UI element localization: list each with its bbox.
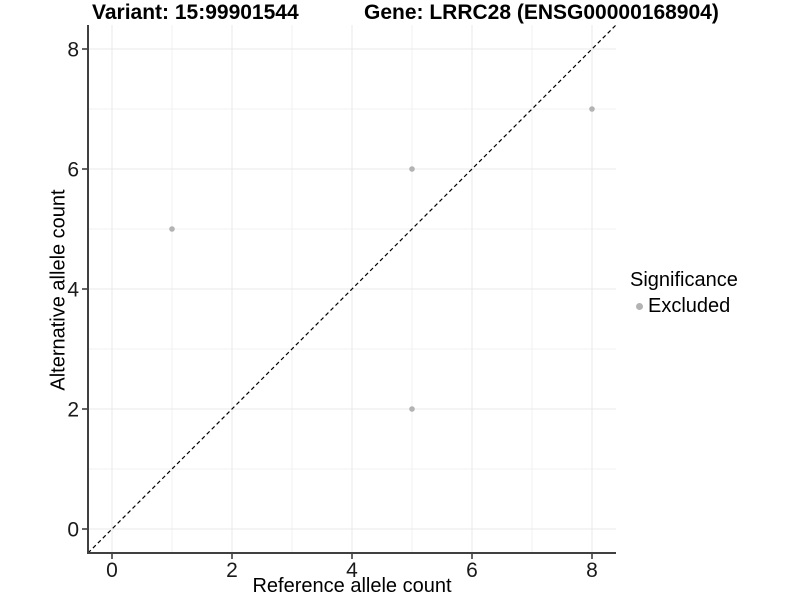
data-point (169, 226, 175, 232)
x-tick-label: 6 (466, 559, 478, 582)
data-point (409, 166, 415, 172)
legend-item-excluded: Excluded (630, 295, 738, 318)
y-tick-label: 4 (67, 279, 79, 302)
variant-title: Variant: 15:99901544 (92, 1, 299, 24)
y-tick-label: 2 (67, 399, 79, 422)
legend-title: Significance (630, 269, 738, 291)
x-tick-label: 4 (346, 559, 358, 582)
data-point (409, 406, 415, 412)
y-tick-label: 6 (67, 159, 79, 182)
x-axis-title: Reference allele count (252, 575, 452, 597)
legend: Significance Excluded (630, 269, 738, 318)
x-tick-label: 2 (226, 559, 238, 582)
y-tick-label: 8 (67, 39, 79, 62)
gene-title: Gene: LRRC28 (ENSG00000168904) (364, 1, 719, 24)
y-tick-label: 0 (67, 519, 79, 542)
data-point (589, 106, 595, 112)
x-tick-label: 0 (106, 559, 118, 582)
legend-item-label: Excluded (648, 295, 731, 317)
y-axis-title: Alternative allele count (47, 189, 70, 391)
x-tick-label: 8 (586, 559, 598, 582)
excluded-point-swatch (636, 303, 643, 310)
identity-line (87, 24, 617, 554)
